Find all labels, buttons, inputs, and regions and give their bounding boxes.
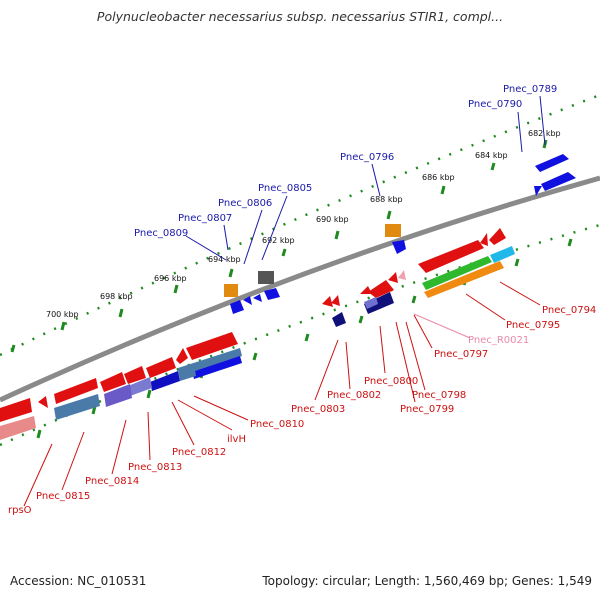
gene-0812c[interactable] — [178, 364, 196, 381]
scale-label-690: 690 kbp — [316, 215, 349, 224]
gene-0814[interactable] — [100, 372, 126, 392]
label-pnec-0814[interactable]: Pnec_0814 — [85, 476, 139, 487]
genome-summary-text: Topology: circular; Length: 1,560,469 bp… — [262, 574, 592, 588]
gene-0815[interactable] — [54, 378, 98, 404]
gene-rpsO[interactable] — [38, 396, 48, 408]
gene-0790[interactable] — [541, 172, 576, 191]
gene-0800b[interactable] — [364, 292, 394, 314]
label-pnec-r0021[interactable]: Pnec_R0021 — [468, 335, 529, 346]
scale-label-698: 698 kbp — [100, 292, 133, 301]
label-pnec-0806[interactable]: Pnec_0806 — [218, 198, 272, 209]
gene-0800c[interactable] — [364, 297, 378, 309]
gene-0790b[interactable] — [534, 186, 542, 196]
rna-leader-line — [413, 313, 471, 339]
gene-0795c[interactable] — [424, 261, 504, 298]
scale-label-688: 688 kbp — [370, 195, 403, 204]
gene-0802[interactable] — [332, 312, 346, 327]
label-pnec-0790[interactable]: Pnec_0790 — [468, 99, 522, 110]
label-pnec-0809[interactable]: Pnec_0809 — [134, 228, 188, 239]
gene-0810[interactable] — [186, 332, 238, 360]
label-pnec-0795[interactable]: Pnec_0795 — [506, 320, 560, 331]
genome-backbone — [0, 175, 600, 403]
gene-0815b[interactable] — [54, 394, 100, 420]
upper-scale-track — [0, 93, 600, 357]
label-pnec-0789[interactable]: Pnec_0789 — [503, 84, 557, 95]
label-rpso[interactable]: rpsO — [8, 505, 32, 516]
label-pnec-0805[interactable]: Pnec_0805 — [258, 183, 312, 194]
label-pnec-0794[interactable]: Pnec_0794 — [542, 305, 596, 316]
gene-0798[interactable] — [388, 272, 398, 283]
label-pnec-0810[interactable]: Pnec_0810 — [250, 419, 304, 430]
accession-text: Accession: NC_010531 — [10, 574, 147, 588]
gene-0813[interactable] — [124, 366, 146, 384]
gene-0803[interactable] — [322, 296, 333, 307]
gene-0813b[interactable] — [128, 377, 152, 396]
gene-0807[interactable] — [224, 284, 238, 297]
label-pnec-0812[interactable]: Pnec_0812 — [172, 447, 226, 458]
gene-R0021[interactable] — [398, 270, 406, 280]
gene-0805[interactable] — [258, 271, 274, 284]
label-pnec-0807[interactable]: Pnec_0807 — [178, 213, 232, 224]
reverse-features[interactable] — [0, 228, 515, 440]
scale-label-684: 684 kbp — [475, 151, 508, 160]
label-pnec-0815[interactable]: Pnec_0815 — [36, 491, 90, 502]
lower-leader-lines — [23, 281, 541, 507]
gene-0789[interactable] — [535, 154, 569, 172]
gene-0800[interactable] — [360, 286, 372, 294]
map-title: Polynucleobacter necessarius subsp. nece… — [96, 9, 504, 24]
forward-features[interactable] — [224, 154, 576, 314]
gene-rpsO-c[interactable] — [0, 416, 36, 440]
gene-0806b[interactable] — [253, 294, 262, 302]
label-pnec-0802[interactable]: Pnec_0802 — [327, 390, 381, 401]
label-pnec-0796[interactable]: Pnec_0796 — [340, 152, 394, 163]
label-ilvh[interactable]: ilvH — [227, 434, 246, 445]
gene-0803b[interactable] — [331, 295, 340, 306]
label-pnec-0798[interactable]: Pnec_0798 — [412, 390, 466, 401]
gene-0794c[interactable] — [489, 228, 506, 245]
scale-label-700: 700 kbp — [46, 310, 79, 319]
gene-0799[interactable] — [378, 283, 388, 292]
gene-0809[interactable] — [230, 300, 244, 314]
lower-scale-track — [0, 223, 600, 447]
gene-ilvH[interactable] — [192, 356, 242, 379]
gene-0794b[interactable] — [480, 233, 488, 246]
scale-label-692: 692 kbp — [262, 236, 295, 245]
label-pnec-0799[interactable]: Pnec_0799 — [400, 404, 454, 415]
gene-0812b[interactable] — [150, 371, 180, 391]
gene-0795[interactable] — [422, 256, 492, 290]
scale-label-696: 696 kbp — [154, 274, 187, 283]
label-pnec-0800[interactable]: Pnec_0800 — [364, 376, 418, 387]
gene-0810b[interactable] — [176, 348, 188, 364]
gene-0796[interactable] — [385, 224, 401, 237]
gene-0796b[interactable] — [392, 240, 406, 254]
label-pnec-0803[interactable]: Pnec_0803 — [291, 404, 345, 415]
label-pnec-0797[interactable]: Pnec_0797 — [434, 349, 488, 360]
gene-0805b[interactable] — [264, 288, 280, 300]
gene-0794[interactable] — [418, 240, 484, 273]
gene-0812[interactable] — [146, 357, 176, 378]
gene-0795b[interactable] — [490, 246, 515, 263]
scale-label-686: 686 kbp — [422, 173, 455, 182]
upper-leader-lines — [185, 95, 546, 265]
gene-rpsO-b[interactable] — [0, 398, 32, 422]
gene-0806[interactable] — [243, 296, 252, 305]
gene-0814b[interactable] — [104, 384, 132, 407]
label-pnec-0813[interactable]: Pnec_0813 — [128, 462, 182, 473]
